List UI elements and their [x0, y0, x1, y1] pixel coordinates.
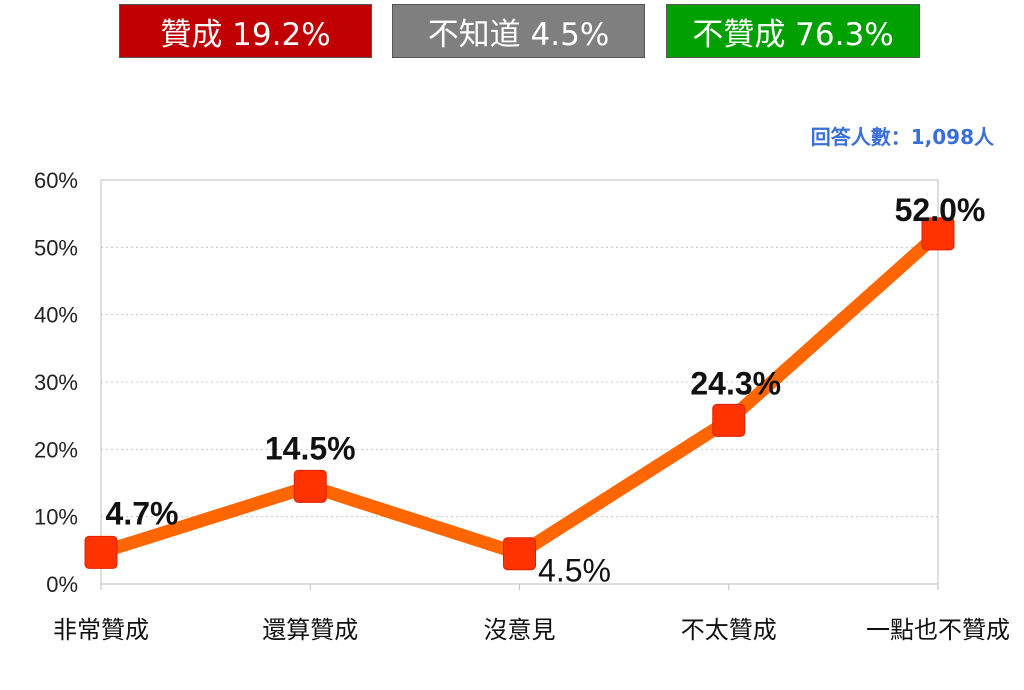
- y-tick-label: 0%: [46, 572, 78, 597]
- data-label: 52.0%: [895, 192, 986, 228]
- data-point-marker: [712, 403, 746, 437]
- y-tick-label: 30%: [34, 370, 78, 395]
- data-point-marker: [921, 217, 955, 251]
- respondent-count: 回答人數：1,098人: [810, 125, 994, 149]
- y-tick-label: 40%: [34, 303, 78, 328]
- data-label: 4.5%: [538, 553, 611, 589]
- summary-unknown-box: 不知道 4.5%: [392, 4, 645, 58]
- x-tick-label: 沒意見: [484, 616, 556, 644]
- x-tick-label: 一點也不贊成: [866, 616, 1010, 644]
- y-tick-label: 10%: [34, 505, 78, 530]
- x-tick-label: 非常贊成: [53, 616, 149, 644]
- y-tick-label: 20%: [34, 437, 78, 462]
- data-label: 4.7%: [106, 495, 179, 531]
- data-label: 24.3%: [690, 365, 781, 401]
- data-point-marker: [293, 469, 327, 503]
- summary-agree-box: 贊成 19.2%: [119, 4, 372, 58]
- data-point-marker: [84, 535, 118, 569]
- x-tick-label: 不太贊成: [681, 616, 777, 644]
- y-tick-label: 50%: [34, 235, 78, 260]
- y-tick-label: 60%: [34, 168, 78, 193]
- data-point-marker: [503, 537, 536, 571]
- x-tick-label: 還算贊成: [262, 616, 358, 644]
- series-line: [94, 227, 945, 561]
- data-label: 14.5%: [265, 430, 356, 466]
- summary-disagree-box: 不贊成 76.3%: [666, 4, 920, 58]
